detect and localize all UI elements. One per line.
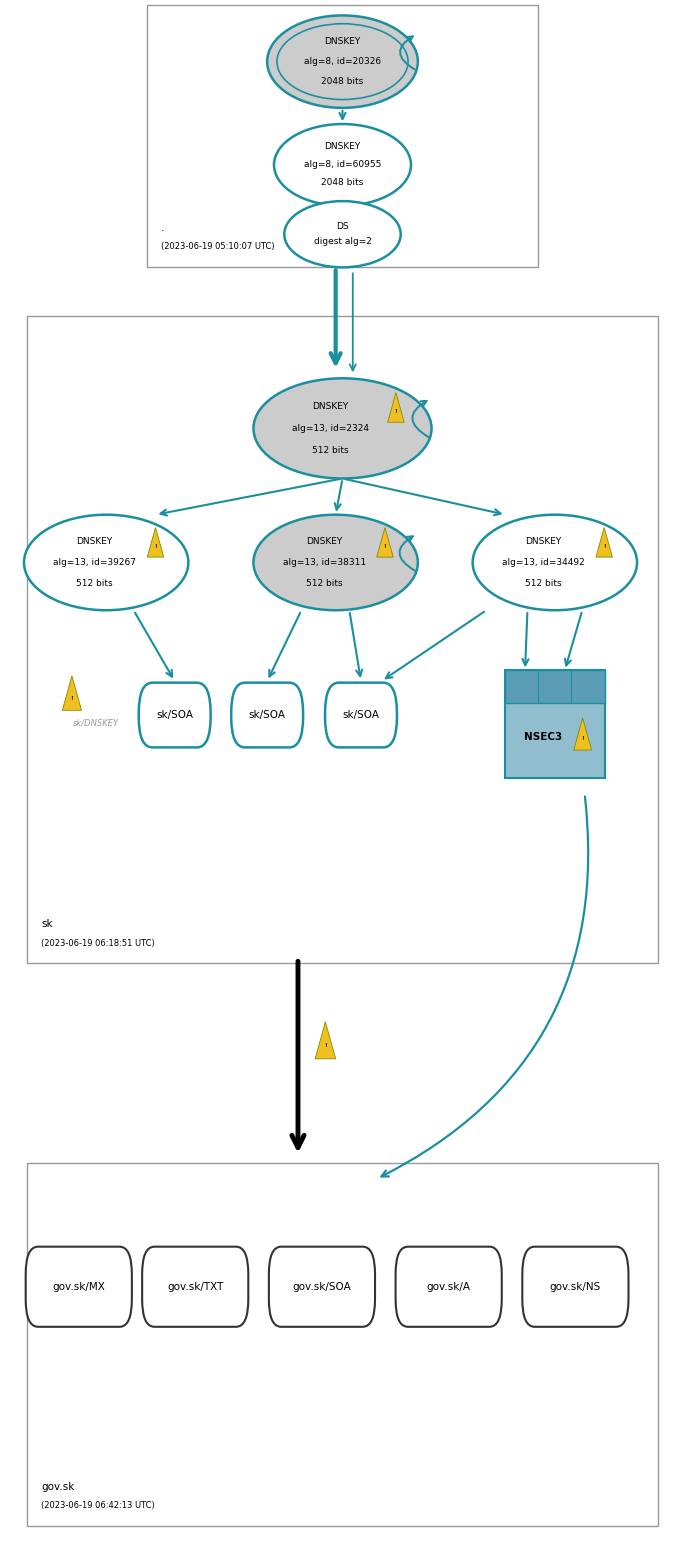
FancyBboxPatch shape [325, 683, 397, 747]
Text: sk/DNSKEY: sk/DNSKEY [73, 718, 119, 727]
FancyBboxPatch shape [506, 670, 605, 703]
Text: .: . [161, 223, 164, 233]
Polygon shape [147, 527, 164, 558]
Text: sk/SOA: sk/SOA [249, 710, 286, 720]
Text: alg=13, id=39267: alg=13, id=39267 [53, 558, 136, 567]
Text: !: ! [384, 544, 386, 549]
Polygon shape [574, 718, 592, 750]
Polygon shape [596, 527, 612, 558]
FancyBboxPatch shape [142, 1247, 248, 1327]
Ellipse shape [267, 15, 418, 108]
Text: 2048 bits: 2048 bits [321, 77, 364, 86]
Text: 512 bits: 512 bits [306, 579, 342, 589]
FancyBboxPatch shape [396, 1247, 501, 1327]
Text: alg=13, id=38311: alg=13, id=38311 [283, 558, 366, 567]
Text: gov.sk/A: gov.sk/A [427, 1282, 471, 1291]
FancyBboxPatch shape [522, 1247, 628, 1327]
Text: alg=8, id=20326: alg=8, id=20326 [304, 57, 381, 66]
Text: sk: sk [41, 920, 53, 929]
Ellipse shape [473, 515, 637, 610]
Ellipse shape [253, 379, 432, 479]
Text: !: ! [71, 695, 73, 701]
Text: gov.sk/NS: gov.sk/NS [550, 1282, 601, 1291]
FancyBboxPatch shape [138, 683, 210, 747]
Text: alg=8, id=60955: alg=8, id=60955 [304, 160, 381, 170]
FancyBboxPatch shape [147, 5, 538, 267]
Text: sk/SOA: sk/SOA [156, 710, 193, 720]
Text: digest alg=2: digest alg=2 [314, 237, 371, 247]
Text: gov.sk/SOA: gov.sk/SOA [292, 1282, 351, 1291]
Text: sk/SOA: sk/SOA [342, 710, 379, 720]
Text: DNSKEY: DNSKEY [306, 536, 342, 546]
Text: 2048 bits: 2048 bits [321, 179, 364, 188]
FancyBboxPatch shape [506, 670, 605, 778]
Text: DNSKEY: DNSKEY [525, 536, 562, 546]
Text: (2023-06-19 05:10:07 UTC): (2023-06-19 05:10:07 UTC) [161, 242, 275, 251]
Ellipse shape [274, 123, 411, 206]
Text: !: ! [582, 737, 584, 741]
Polygon shape [315, 1022, 336, 1059]
FancyBboxPatch shape [27, 316, 658, 963]
FancyBboxPatch shape [26, 1247, 132, 1327]
Text: DNSKEY: DNSKEY [312, 402, 348, 411]
Text: gov.sk: gov.sk [41, 1482, 75, 1492]
Polygon shape [388, 393, 404, 422]
Text: !: ! [603, 544, 606, 549]
Text: 512 bits: 512 bits [76, 579, 113, 589]
Ellipse shape [284, 202, 401, 268]
Text: gov.sk/MX: gov.sk/MX [52, 1282, 105, 1291]
Text: 512 bits: 512 bits [312, 445, 349, 455]
FancyBboxPatch shape [27, 1163, 658, 1526]
Text: !: ! [154, 544, 157, 549]
Text: !: ! [395, 410, 397, 415]
Ellipse shape [24, 515, 188, 610]
Text: gov.sk/TXT: gov.sk/TXT [167, 1282, 223, 1291]
Text: DNSKEY: DNSKEY [325, 142, 360, 151]
Ellipse shape [253, 515, 418, 610]
Text: alg=13, id=2324: alg=13, id=2324 [292, 424, 369, 433]
Text: (2023-06-19 06:18:51 UTC): (2023-06-19 06:18:51 UTC) [41, 938, 155, 948]
Text: DNSKEY: DNSKEY [77, 536, 113, 546]
Text: (2023-06-19 06:42:13 UTC): (2023-06-19 06:42:13 UTC) [41, 1501, 155, 1510]
Text: DNSKEY: DNSKEY [325, 37, 360, 46]
Text: NSEC3: NSEC3 [524, 732, 562, 743]
FancyBboxPatch shape [269, 1247, 375, 1327]
Text: !: ! [324, 1043, 327, 1048]
Text: DS: DS [336, 222, 349, 231]
FancyBboxPatch shape [232, 683, 303, 747]
Text: alg=13, id=34492: alg=13, id=34492 [502, 558, 585, 567]
Polygon shape [377, 527, 393, 558]
Text: 512 bits: 512 bits [525, 579, 562, 589]
Polygon shape [62, 676, 82, 710]
